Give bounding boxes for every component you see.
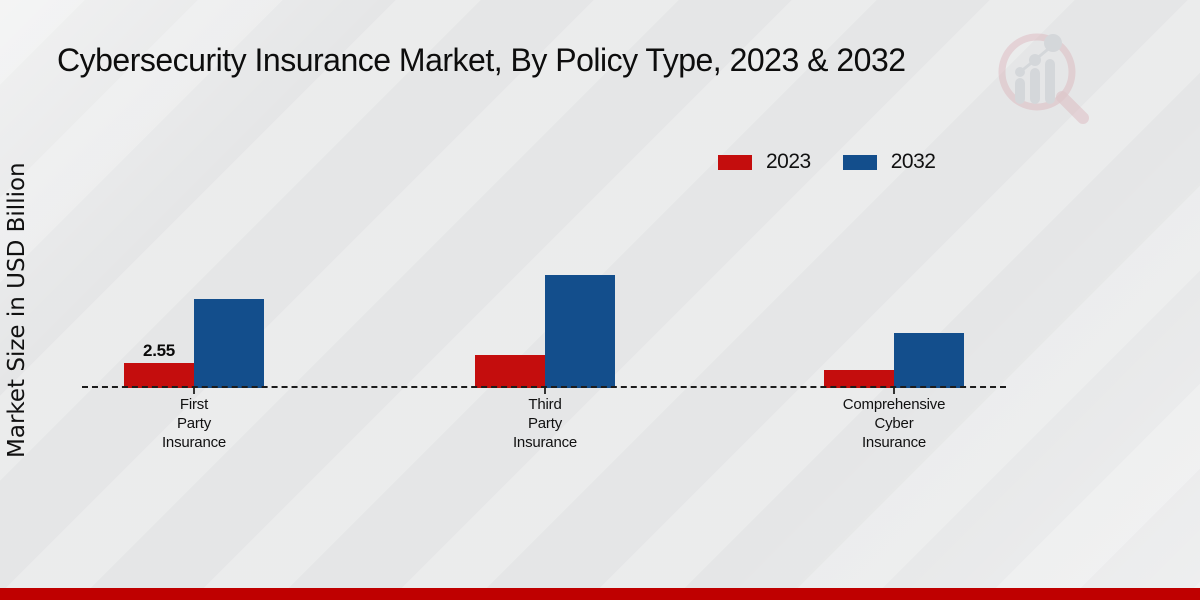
legend: 2023 2032: [718, 150, 936, 174]
legend-swatch-2032: [842, 154, 877, 170]
x-axis-tick: [193, 388, 195, 394]
bar-value-label: 2.55: [143, 341, 175, 360]
brand-logo-watermark: [998, 33, 1089, 124]
x-axis-tick: [893, 388, 895, 394]
chart-title: Cybersecurity Insurance Market, By Polic…: [57, 42, 906, 78]
category-label-2: Comprehensive Cyber Insurance: [842, 396, 946, 451]
x-axis-tick: [544, 388, 546, 394]
legend-label-2023: 2023: [766, 150, 811, 173]
legend-swatch-2023: [718, 154, 752, 170]
bar-2023-category-2: [824, 370, 894, 388]
bar-2032-category-1: [545, 275, 615, 388]
category-label-0: First Party Insurance: [161, 396, 227, 451]
legend-item-2032: 2032: [842, 150, 936, 174]
bar-2023-category-1: [475, 355, 545, 388]
category-label-1: Third Party Insurance: [512, 396, 578, 451]
bar-2032-category-0: [194, 299, 264, 388]
bar-2032-category-2: [894, 333, 964, 388]
bar-2023-category-0: [124, 363, 194, 388]
legend-item-2023: 2023: [718, 150, 811, 174]
legend-label-2032: 2032: [890, 150, 936, 173]
x-axis-baseline: [82, 386, 1006, 388]
bottom-accent-band: [0, 588, 1200, 600]
